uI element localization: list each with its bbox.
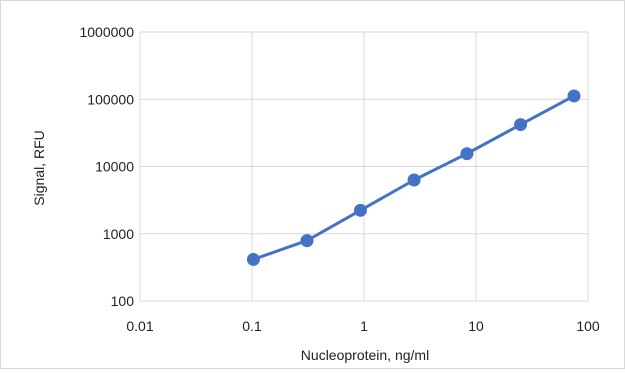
x-tick-label: 0.1	[242, 318, 262, 334]
data-point	[407, 173, 421, 187]
data-point	[567, 89, 581, 103]
y-axis-title: Signal, RFU	[31, 130, 47, 205]
data-point	[246, 252, 260, 266]
y-tick-label: 10000	[95, 159, 134, 175]
y-tick-label: 100000	[87, 91, 134, 107]
x-tick-label: 0.01	[126, 318, 153, 334]
y-tick-label: 1000000	[79, 24, 134, 40]
x-tick-label: 10	[468, 318, 484, 334]
data-point	[353, 203, 367, 217]
x-tick-label: 1	[360, 318, 368, 334]
data-point	[460, 147, 474, 161]
gridlines	[139, 31, 589, 302]
data-point	[514, 118, 528, 132]
data-series	[246, 89, 581, 266]
x-axis-title: Nucleoprotein, ng/ml	[301, 347, 429, 363]
data-point	[300, 234, 314, 248]
x-tick-label: 100	[576, 318, 600, 334]
y-tick-label: 1000	[103, 226, 134, 242]
axes: 0.01 0.1 1 10 100 100 1000 10000 100000 1000000	[79, 24, 599, 334]
y-tick-label: 100	[111, 293, 135, 309]
